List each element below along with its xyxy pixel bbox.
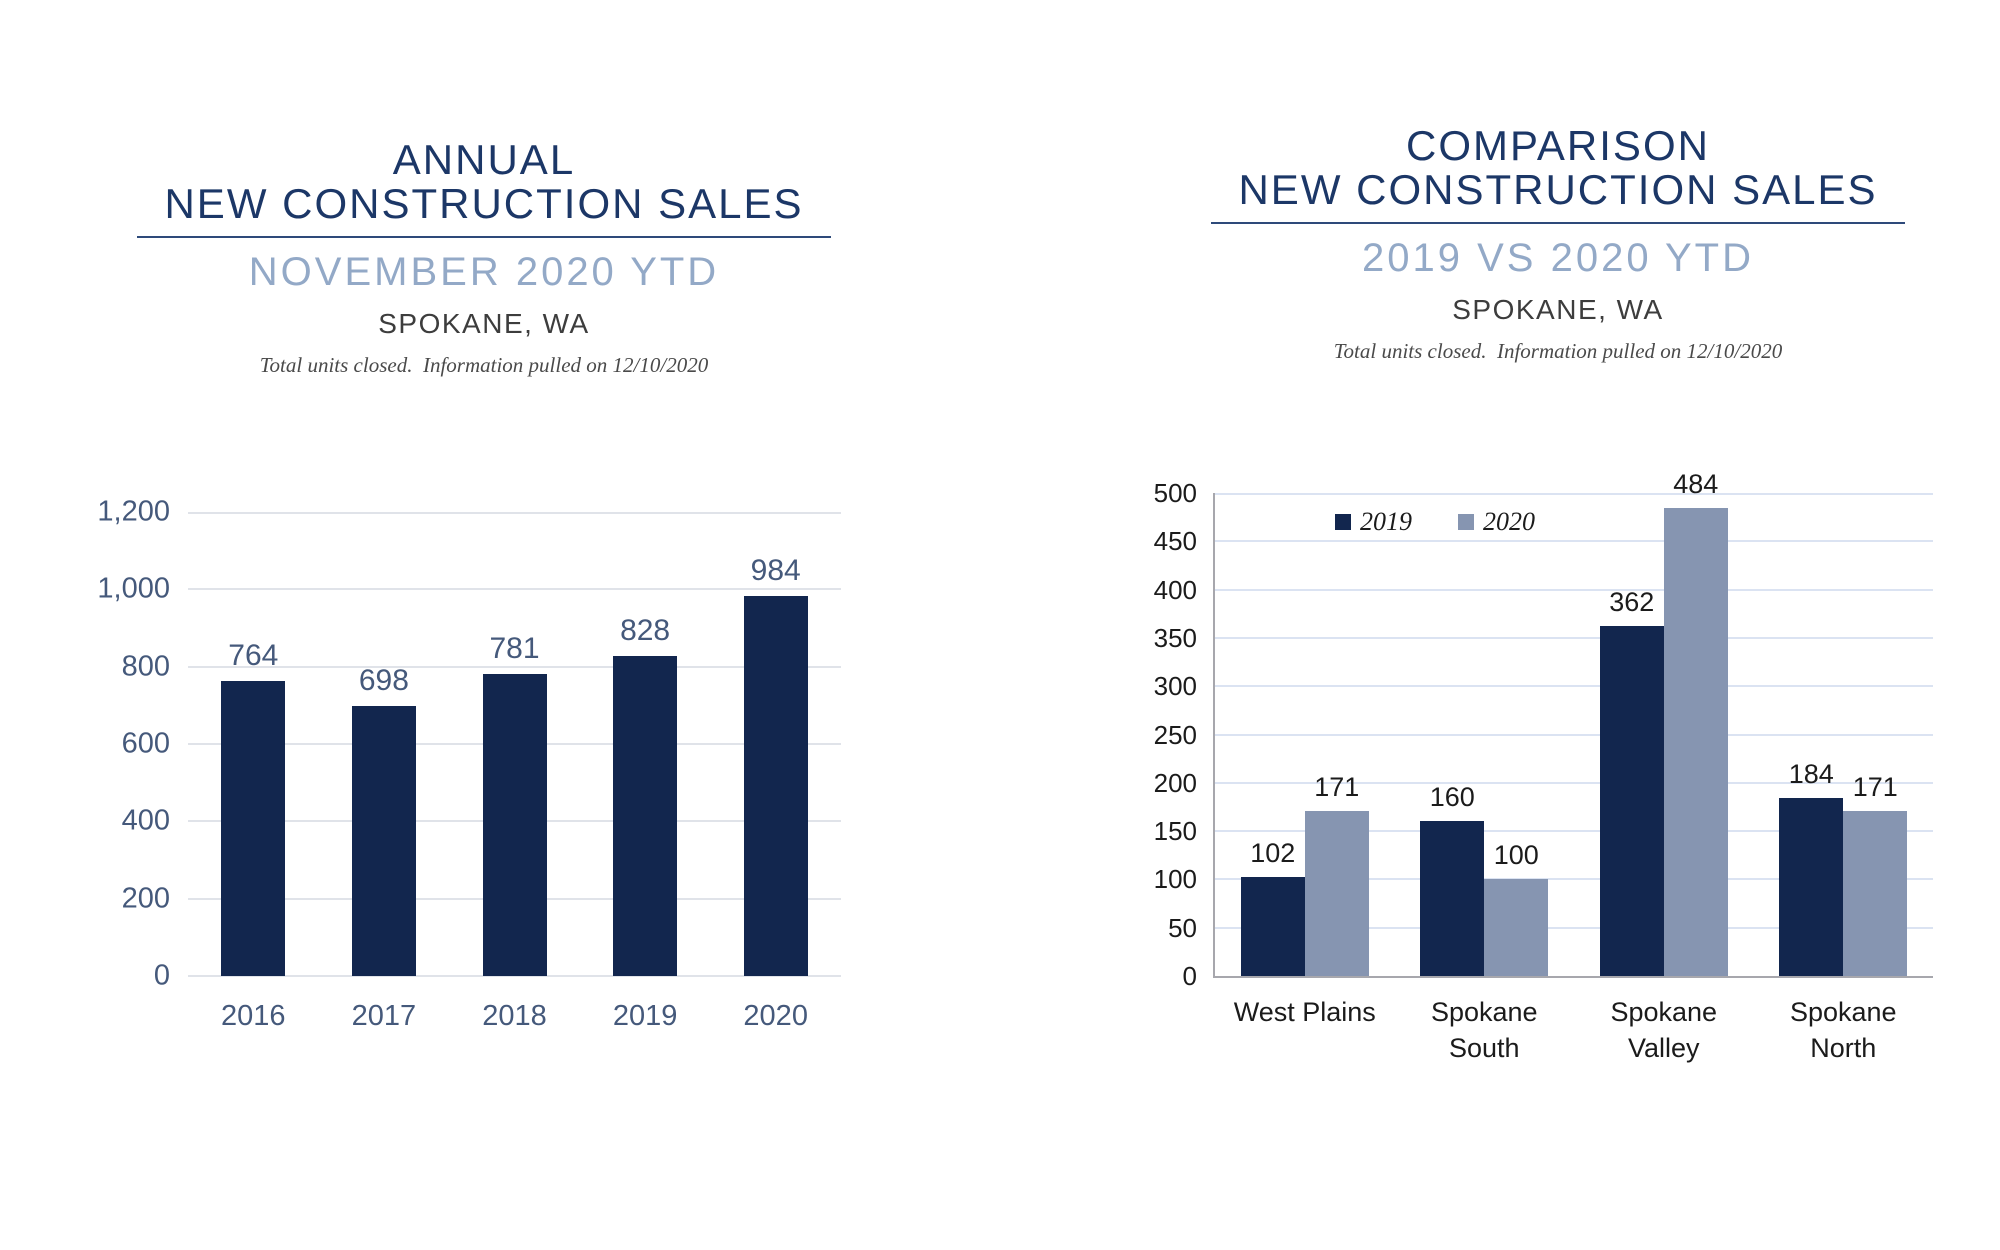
x-axis-category-label: West Plains: [1233, 997, 1376, 1027]
x-axis-category-label: 2020: [743, 1000, 808, 1032]
x-axis-category-label: 2018: [482, 1000, 547, 1032]
x-axis-category-label: 2017: [351, 1000, 417, 1032]
y-axis-tick-label: 350: [1153, 622, 1197, 653]
bar-west-plains-2019: [1240, 877, 1305, 976]
gridline: [188, 512, 841, 514]
gridline: [1215, 781, 1933, 784]
comparison-location: SPOKANE, WA: [1452, 294, 1664, 325]
gridline: [188, 975, 841, 977]
y-axis-tick-label: 200: [121, 882, 170, 915]
bar-spokane-valley-2019: [1599, 626, 1664, 976]
y-axis-tick-label: 100: [1153, 864, 1197, 895]
gridline: [1215, 636, 1933, 639]
bar-2017-units: [351, 706, 416, 976]
x-axis-category-label: Spokane South: [1430, 997, 1538, 1063]
comparison-title-line2: NEW CONSTRUCTION SALES: [1238, 166, 1878, 213]
legend-swatch-2020: [1458, 514, 1474, 530]
bar-value-label: 828: [620, 613, 671, 647]
bar-value-label: 160: [1429, 782, 1475, 813]
gridline: [1215, 588, 1933, 591]
bar-value-label: 102: [1250, 838, 1296, 869]
legend-label-2019: 2019: [1360, 507, 1412, 536]
bar-value-label: 698: [358, 664, 409, 698]
gridline: [1215, 830, 1933, 833]
bar-spokane-north-2019: [1779, 798, 1844, 976]
comparison-chart-header: COMPARISON NEW CONSTRUCTION SALES 2019 V…: [1158, 124, 1958, 364]
gridline: [1215, 878, 1933, 881]
y-axis-tick-label: 0: [1182, 961, 1197, 991]
gridline: [188, 665, 841, 668]
annual-title-underline: [137, 236, 831, 238]
gridline: [1215, 540, 1933, 543]
annual-title-line2: NEW CONSTRUCTION SALES: [164, 180, 804, 227]
comparison-bar-plot: 0 50 100 150 200 250 300 350 400 450 500 102 160 362 1…: [1154, 471, 1933, 1063]
y-axis-tick-label: 400: [1153, 574, 1197, 605]
bar-spokane-valley-2020: [1663, 508, 1728, 976]
comparison-note: Total units closed. Information pulled o…: [1333, 339, 1783, 363]
gridline: [188, 588, 841, 591]
bar-value-label: 184: [1788, 759, 1834, 790]
legend: 2019 2020: [1335, 507, 1581, 537]
bar-spokane-north-2020: [1843, 810, 1908, 976]
bar-value-label: 100: [1493, 840, 1539, 871]
annual-note: Total units closed. Information pulled o…: [259, 353, 709, 377]
x-axis-category-label: Spokane North: [1789, 997, 1897, 1063]
x-axis-category-label: Spokane Valley: [1610, 997, 1718, 1063]
y-axis-tick-label: 1,200: [97, 495, 170, 528]
bar-2020-units: [743, 595, 808, 976]
gridline: [1215, 733, 1933, 736]
legend-entry-2020: 2020: [1458, 507, 1535, 537]
y-axis-tick-label: 300: [1153, 671, 1197, 702]
bar-spokane-south-2019: [1420, 821, 1485, 976]
annual-subtitle: NOVEMBER 2020 YTD: [248, 250, 720, 294]
annual-location: SPOKANE, WA: [378, 308, 590, 339]
legend-swatch-2019: [1335, 514, 1351, 530]
bar-2016-units: [221, 680, 286, 976]
legend-label-2020: 2020: [1483, 507, 1535, 536]
annual-title-line1: ANNUAL: [392, 136, 576, 183]
y-axis-tick-label: 250: [1153, 719, 1197, 750]
comparison-subtitle: 2019 VS 2020 YTD: [1362, 236, 1754, 280]
y-axis-tick-label: 0: [153, 959, 170, 992]
x-axis-category-label: 2019: [612, 1000, 678, 1032]
y-axis-tick-label: 200: [1153, 767, 1197, 798]
gridline: [1215, 926, 1933, 929]
gridline: [1215, 685, 1933, 688]
bar-spokane-south-2020: [1484, 879, 1549, 976]
y-axis-tick-label: 450: [1153, 526, 1197, 557]
annual-chart-header: ANNUAL NEW CONSTRUCTION SALES NOVEMBER 2…: [84, 138, 884, 378]
bar-value-label: 171: [1314, 771, 1360, 802]
bar-2019-units: [613, 655, 678, 976]
y-axis-tick-label: 1,000: [97, 572, 170, 605]
y-axis-tick-label: 150: [1153, 816, 1197, 847]
y-axis-tick-label: 400: [121, 804, 170, 837]
bar-value-label: 764: [228, 638, 279, 672]
comparison-title-underline: [1211, 222, 1905, 224]
bar-value-label: 171: [1852, 771, 1898, 802]
y-axis-tick-label: 800: [121, 650, 170, 683]
bar-value-label: 781: [489, 632, 540, 666]
y-axis-tick-label: 50: [1168, 912, 1197, 943]
bar-2018-units: [482, 674, 547, 976]
comparison-title-line1: COMPARISON: [1406, 122, 1710, 169]
y-axis-tick-label: 600: [121, 727, 170, 760]
gridline: [1215, 493, 1933, 495]
bar-value-label: 984: [750, 553, 801, 587]
y-axis-tick-label: 500: [1153, 478, 1197, 508]
legend-entry-2019: 2019: [1335, 507, 1412, 537]
annual-bar-plot: 0 200 400 600 800 1,000 1,200 764 698 781 828 984 20…: [97, 497, 841, 1032]
bar-value-label: 362: [1609, 587, 1655, 618]
bar-value-label: 484: [1673, 469, 1719, 500]
bar-west-plains-2020: [1304, 810, 1369, 976]
x-axis-category-label: 2016: [221, 1000, 286, 1032]
